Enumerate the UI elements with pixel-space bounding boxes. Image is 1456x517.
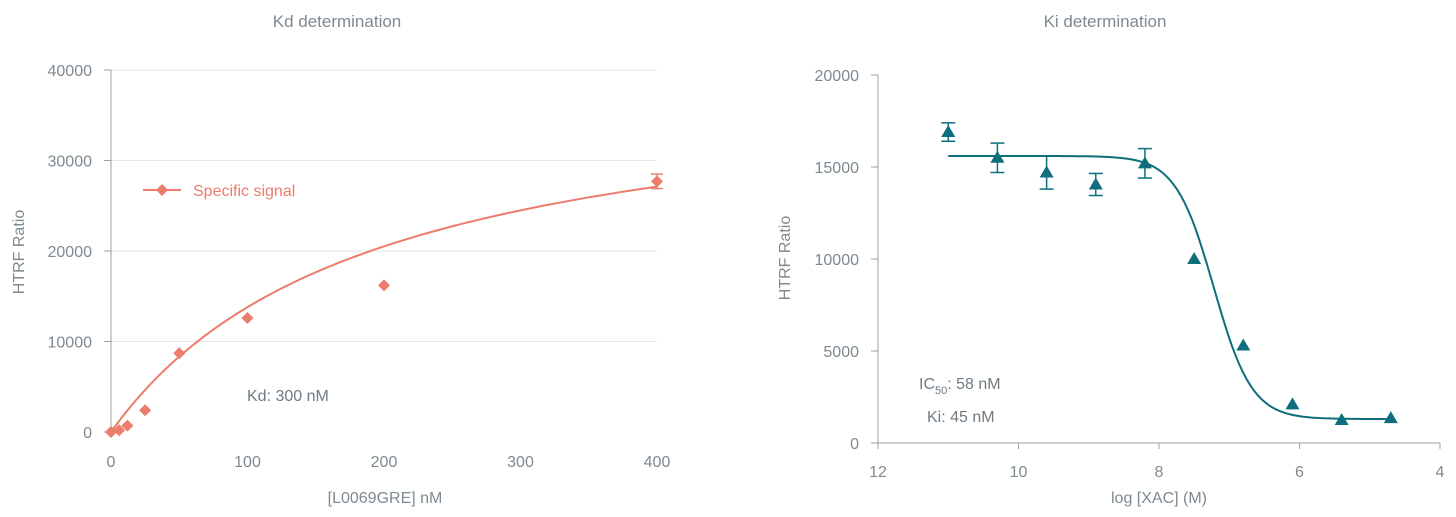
kd-x-tick-label: 100 — [234, 454, 261, 471]
ki-y-tick-label: 5000 — [823, 344, 859, 361]
ki-data-point — [941, 125, 956, 138]
ki-y-tick-label: 10000 — [815, 252, 860, 269]
kd-x-tick-label: 300 — [507, 454, 534, 471]
ki-chart-title: Ki determination — [1044, 12, 1167, 31]
ki-data-point — [1285, 397, 1300, 410]
kd-chart-panel: Kd determination 0 10000 20000 30000 40000 0… — [0, 0, 728, 512]
ki-data-point — [1187, 252, 1202, 264]
kd-data-point — [651, 175, 663, 188]
kd-x-tick-label: 0 — [107, 454, 116, 471]
kd-data-point — [378, 279, 390, 292]
kd-data-point — [121, 419, 134, 432]
kd-x-axis-label: [L0069GRE] nM — [328, 490, 443, 507]
kd-legend-label: Specific signal — [193, 183, 295, 200]
kd-data-point — [139, 404, 152, 417]
ki-data-point — [1137, 156, 1152, 169]
ki-chart: Ki determination 0 5000 10000 15000 20000 12… — [777, 12, 1445, 507]
ki-data-point — [1334, 413, 1349, 425]
ki-fit-curve — [948, 155, 1391, 421]
kd-y-tick-label: 10000 — [48, 335, 93, 352]
kd-annotation: Kd: 300 nM — [247, 388, 329, 405]
ki-y-tick-label: 15000 — [815, 160, 860, 177]
kd-data-points — [105, 173, 663, 438]
kd-y-tick-label: 30000 — [48, 154, 93, 171]
ki-annotation: Ki: 45 nM — [927, 409, 995, 426]
kd-y-ticks: 0 10000 20000 30000 40000 — [48, 63, 111, 442]
kd-y-axis-label: HTRF Ratio — [11, 210, 28, 295]
ki-data-point — [1236, 338, 1251, 351]
kd-y-tick-label: 40000 — [48, 63, 93, 80]
kd-gridlines — [111, 69, 657, 342]
ki-x-tick-label: 12 — [869, 464, 887, 481]
ki-data-point — [1383, 411, 1398, 424]
ki-x-tick-label: 8 — [1155, 464, 1164, 481]
ki-data-point — [1039, 165, 1054, 178]
ic50-subscript: 50 — [935, 385, 947, 397]
ki-data-points — [941, 125, 1398, 425]
ki-data-point — [990, 150, 1005, 163]
kd-chart: Kd determination 0 10000 20000 30000 40000 0… — [11, 12, 671, 507]
kd-fit-curve — [110, 185, 658, 433]
ki-data-point — [1088, 177, 1103, 190]
kd-y-tick-label: 20000 — [48, 244, 93, 261]
kd-x-ticks: 0 100 200 300 400 — [107, 454, 671, 471]
ki-y-ticks: 0 5000 10000 15000 20000 — [815, 68, 878, 453]
ki-error-bars — [941, 122, 1152, 197]
kd-legend-marker — [156, 184, 168, 196]
kd-data-point — [241, 311, 254, 324]
kd-legend: Specific signal — [143, 183, 295, 200]
kd-chart-title: Kd determination — [273, 12, 402, 31]
kd-x-tick-label: 200 — [371, 454, 398, 471]
ki-y-tick-label: 0 — [850, 436, 859, 453]
ki-x-axis-label: log [XAC] (M) — [1111, 490, 1207, 507]
ki-x-tick-label: 6 — [1295, 464, 1304, 481]
ic50-value: : 58 nM — [947, 376, 1000, 393]
kd-data-point — [105, 426, 117, 438]
ki-x-tick-label: 10 — [1010, 464, 1028, 481]
ki-x-ticks: 12 10 8 6 4 — [869, 443, 1445, 481]
ki-x-tick-label: 4 — [1436, 464, 1445, 481]
kd-data-point — [113, 424, 126, 437]
ki-y-tick-label: 20000 — [815, 68, 860, 85]
kd-y-tick-label: 0 — [83, 425, 92, 442]
ki-y-axis-label: HTRF Ratio — [777, 216, 794, 301]
kd-data-point — [173, 347, 186, 360]
ki-ic50-annotation: IC50: 58 nM — [919, 376, 1001, 397]
kd-x-tick-label: 400 — [644, 454, 671, 471]
ic50-label: IC — [919, 376, 935, 393]
ki-chart-panel: Ki determination 0 5000 10000 15000 20000 12… — [728, 0, 1456, 512]
